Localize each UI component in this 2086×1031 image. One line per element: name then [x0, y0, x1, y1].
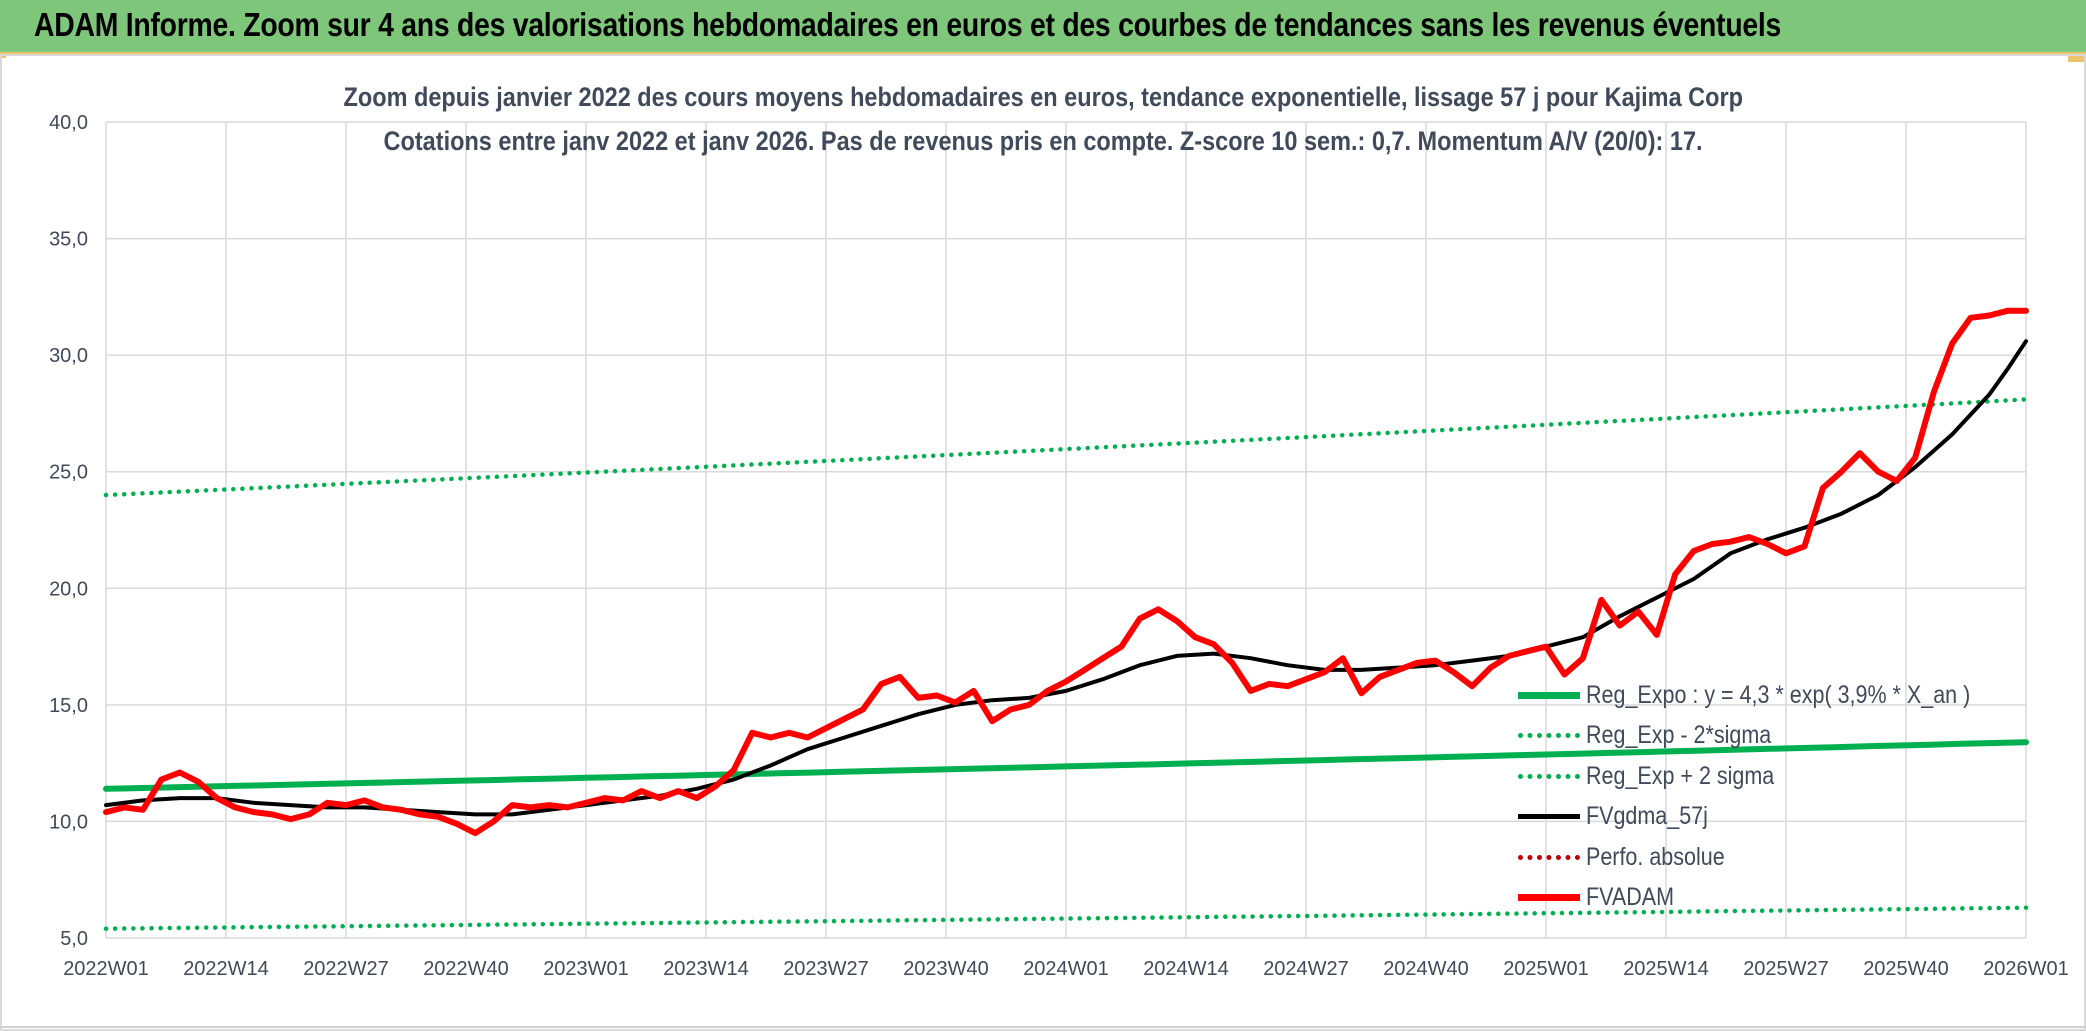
y-tick-label: 35,0	[49, 229, 88, 251]
series-line-2	[103, 397, 2029, 498]
legend-label-fvgdma: FVgdma_57j	[1586, 802, 1708, 831]
x-tick-label: 2024W01	[1023, 958, 1109, 980]
legend-swatch-reg-expo	[1518, 691, 1580, 699]
y-axis-labels: 5,0 10,0 15,0 20,0 25,0 30,0 35,0 40,0	[49, 112, 88, 950]
x-tick-label: 2024W27	[1263, 958, 1349, 980]
legend-label-reg-expo: Reg_Expo : y = 4,3 * exp( 3,9% * X_an )	[1586, 680, 1971, 709]
x-tick-label: 2022W01	[63, 958, 149, 980]
x-tick-label: 2023W14	[663, 958, 749, 980]
x-tick-label: 2026W01	[1983, 958, 2069, 980]
x-tick-label: 2024W14	[1143, 958, 1229, 980]
chart-title-text: Zoom depuis janvier 2022 des cours moyen…	[343, 82, 1743, 112]
x-tick-label: 2025W01	[1503, 958, 1589, 980]
chart-series	[103, 307, 2029, 931]
legend-swatch-perfo	[1518, 854, 1580, 860]
legend-swatch-fvadam	[1518, 894, 1580, 902]
banner-corner-right	[2068, 52, 2086, 62]
legend-item-fvadam: FVADAM	[1518, 878, 2078, 919]
x-tick-label: 2025W14	[1623, 958, 1709, 980]
series-line-5	[103, 307, 2029, 837]
legend-swatch-reg-exp-minus	[1518, 733, 1580, 739]
series-line-0	[103, 739, 2029, 792]
chart-title: Zoom depuis janvier 2022 des cours moyen…	[0, 82, 2086, 113]
series-line-1	[103, 905, 2029, 931]
legend-item-perfo: Perfo. absolue	[1518, 837, 2078, 878]
chart-frame	[0, 54, 2086, 1031]
x-tick-label: 2025W27	[1743, 958, 1829, 980]
legend-item-reg-exp-minus: Reg_Exp - 2*sigma	[1518, 716, 2078, 757]
report-banner: ADAM Informe. Zoom sur 4 ans des valoris…	[0, 0, 2086, 54]
y-tick-label: 25,0	[49, 462, 88, 484]
y-tick-label: 5,0	[60, 928, 88, 950]
x-tick-label: 2024W40	[1383, 958, 1469, 980]
report-title: ADAM Informe. Zoom sur 4 ans des valoris…	[34, 6, 1782, 43]
y-tick-label: 30,0	[49, 345, 88, 367]
x-tick-label: 2023W01	[543, 958, 629, 980]
bottom-divider	[0, 1026, 2086, 1028]
series-line-3	[104, 339, 2028, 817]
x-tick-label: 2022W40	[423, 958, 509, 980]
legend-item-reg-exp-plus: Reg_Exp + 2 sigma	[1518, 756, 2078, 797]
y-tick-label: 10,0	[49, 811, 88, 833]
legend-label-reg-exp-plus: Reg_Exp + 2 sigma	[1586, 761, 1775, 790]
legend-item-fvgdma: FVgdma_57j	[1518, 797, 2078, 838]
y-tick-label: 20,0	[49, 578, 88, 600]
x-tick-label: 2022W14	[183, 958, 269, 980]
x-tick-label: 2022W27	[303, 958, 389, 980]
y-tick-label: 15,0	[49, 695, 88, 717]
chart-subtitle: Cotations entre janv 2022 et janv 2026. …	[0, 126, 2086, 157]
chart-grid	[105, 121, 2027, 939]
legend-swatch-fvgdma	[1518, 814, 1580, 820]
legend-label-fvadam: FVADAM	[1586, 883, 1675, 912]
legend-swatch-reg-exp-plus	[1518, 773, 1580, 779]
legend-item-reg-expo: Reg_Expo : y = 4,3 * exp( 3,9% * X_an )	[1518, 675, 2078, 716]
x-tick-label: 2023W27	[783, 958, 869, 980]
legend-label-perfo: Perfo. absolue	[1586, 842, 1725, 871]
chart-subtitle-text: Cotations entre janv 2022 et janv 2026. …	[383, 126, 1703, 156]
chart-legend: Reg_Expo : y = 4,3 * exp( 3,9% * X_an ) …	[1518, 675, 2078, 918]
x-tick-label: 2025W40	[1863, 958, 1949, 980]
x-axis-labels: 2022W01 2022W14 2022W27 2022W40 2023W01 2023W…	[63, 958, 2069, 980]
y-tick-label: 40,0	[49, 112, 88, 134]
legend-label-reg-exp-minus: Reg_Exp - 2*sigma	[1586, 721, 1772, 750]
x-tick-label: 2023W40	[903, 958, 989, 980]
